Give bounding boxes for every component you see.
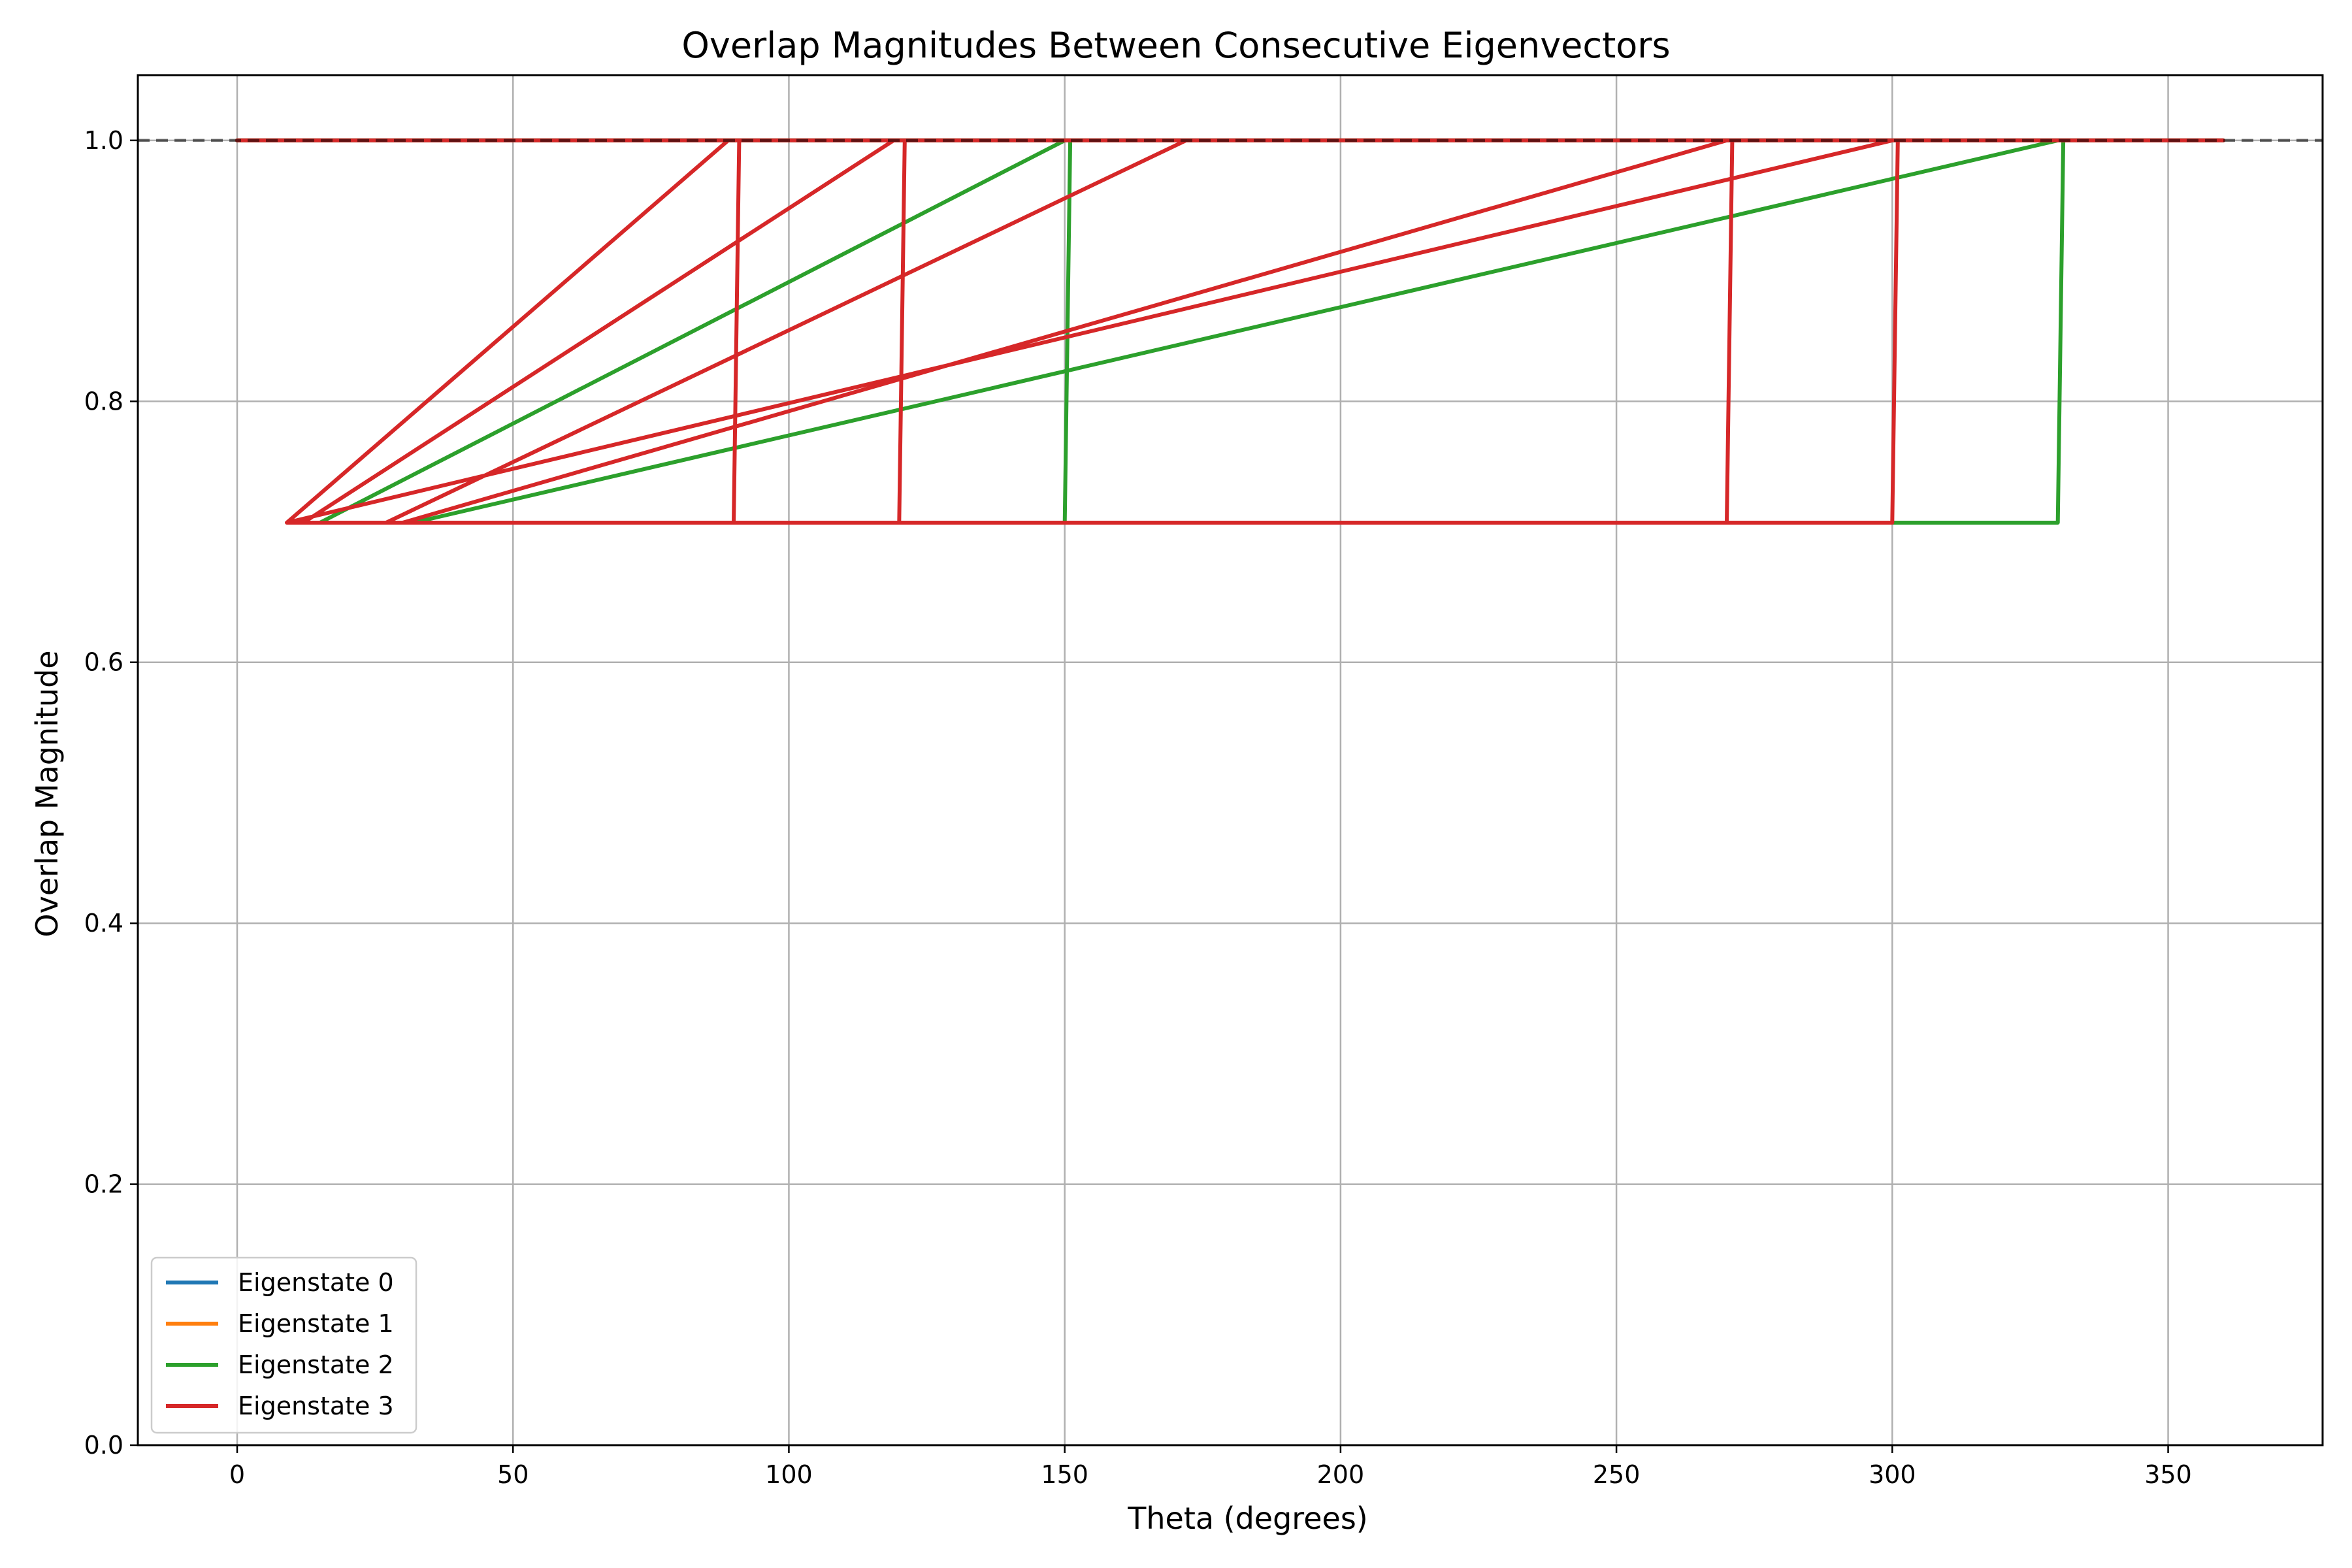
x-tick-label: 150	[1041, 1460, 1088, 1489]
x-tick-label: 200	[1317, 1460, 1365, 1489]
plot-series	[138, 138, 2323, 525]
x-tick-label: 300	[1869, 1460, 1916, 1489]
y-tick-label: 0.2	[84, 1170, 123, 1199]
legend-label: Eigenstate 0	[238, 1268, 394, 1297]
legend-box	[150, 1256, 417, 1434]
x-tick-label: 50	[497, 1460, 529, 1489]
x-tick-label: 350	[2144, 1460, 2192, 1489]
series-line-eigenstate-3	[235, 138, 2225, 525]
y-axis-ticks: 0.0 0.2 0.4 0.6 0.8 1.0	[84, 126, 138, 1460]
y-tick-label: 0.6	[84, 648, 123, 677]
legend: Eigenstate 0 Eigenstate 1 Eigenstate 2 Eige…	[150, 1256, 417, 1434]
x-tick-label: 250	[1593, 1460, 1641, 1489]
y-axis-label: Overlap Magnitude	[29, 650, 65, 937]
plot-frame	[137, 74, 2324, 1446]
y-tick-label: 0.4	[84, 909, 123, 938]
x-axis-label: Theta (degrees)	[1127, 1501, 1367, 1536]
y-tick-label: 0.8	[84, 387, 123, 416]
legend-label: Eigenstate 2	[238, 1350, 394, 1379]
x-axis-ticks: 0 50 100 150 200 250 300 350	[229, 1445, 2192, 1489]
legend-label: Eigenstate 3	[238, 1392, 394, 1420]
x-tick-label: 0	[229, 1460, 245, 1489]
y-tick-label: 0.0	[84, 1431, 123, 1460]
x-tick-label: 100	[765, 1460, 813, 1489]
chart-title: Overlap Magnitudes Between Consecutive E…	[681, 25, 1670, 66]
y-tick-label: 1.0	[84, 126, 123, 155]
legend-label: Eigenstate 1	[238, 1309, 394, 1338]
